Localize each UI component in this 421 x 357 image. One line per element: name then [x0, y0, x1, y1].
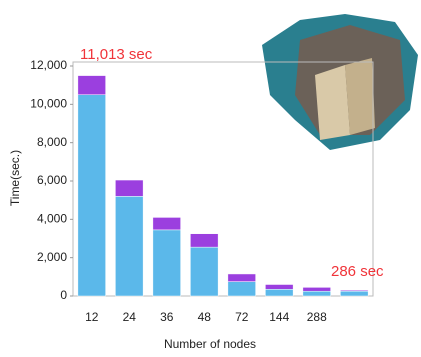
- bar-segment: [153, 230, 181, 296]
- bar-segment: [190, 247, 218, 296]
- bar-segment: [340, 290, 368, 291]
- x-tick-label: 288: [307, 310, 327, 324]
- engine-illustration: [262, 14, 418, 150]
- y-tick-label: 4,000: [37, 212, 67, 226]
- bar-segment: [153, 217, 181, 229]
- bar-segment: [340, 291, 368, 296]
- bar-segment: [228, 282, 256, 296]
- bar-segment: [115, 196, 143, 296]
- x-tick-label: 36: [160, 310, 174, 324]
- bar-segment: [228, 274, 256, 282]
- bar-segment: [303, 287, 331, 291]
- bar-segment: [78, 95, 106, 296]
- bar-segment: [190, 234, 218, 247]
- x-tick-label: 48: [198, 310, 212, 324]
- y-tick-label: 10,000: [30, 97, 67, 111]
- bar-segment: [265, 289, 293, 296]
- bar-segment: [115, 180, 143, 196]
- y-tick-label: 0: [60, 288, 67, 302]
- y-tick-label: 12,000: [30, 58, 67, 72]
- y-axis-label: Time(sec.): [8, 150, 22, 206]
- bar-segment: [303, 291, 331, 296]
- x-axis-label: Number of nodes: [164, 337, 256, 351]
- bar-segment: [78, 76, 106, 95]
- y-tick-label: 2,000: [37, 250, 67, 264]
- y-tick-label: 6,000: [37, 173, 67, 187]
- x-tick-label: 72: [235, 310, 249, 324]
- y-tick-label: 8,000: [37, 135, 67, 149]
- annotation: 286 sec: [331, 263, 384, 280]
- chart: 11,013 sec 286 sec Time(sec.) Number of …: [0, 0, 421, 357]
- x-tick-label: 24: [123, 310, 137, 324]
- annotation: 11,013 sec: [80, 46, 153, 63]
- x-tick-label: 144: [269, 310, 289, 324]
- bar-segment: [265, 285, 293, 290]
- x-tick-label: 12: [85, 310, 99, 324]
